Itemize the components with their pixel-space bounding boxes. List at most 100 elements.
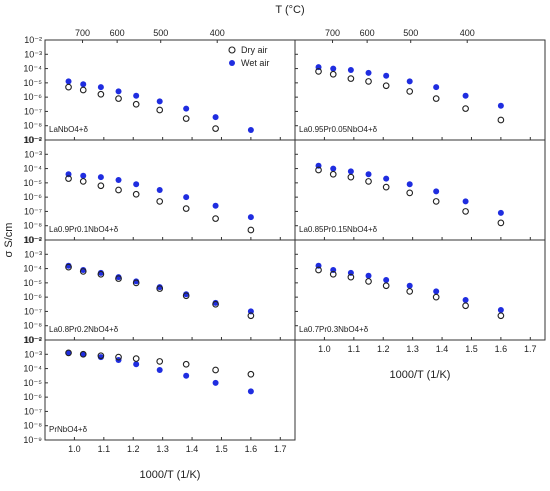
- dry-air-point: [115, 186, 122, 194]
- wet-air-point: [212, 379, 219, 386]
- panel-label: LaNbO4+δ: [49, 125, 88, 134]
- dry-air-point: [347, 273, 355, 281]
- dry-air-point: [132, 190, 140, 198]
- dry-air-point: [182, 360, 190, 368]
- dry-air-point: [247, 226, 255, 234]
- wet-air-point: [156, 98, 163, 105]
- dry-air-point: [97, 90, 105, 98]
- y-axis-tick-label: 10⁻⁴: [23, 264, 42, 274]
- panel-label: PrNbO4+δ: [49, 425, 88, 434]
- panel: La0.95Pr0.05NbO4+δ: [294, 39, 546, 141]
- dry-air-point: [65, 83, 72, 91]
- legend-dry-label: Dry air: [241, 45, 268, 55]
- wet-air-point: [183, 194, 190, 201]
- wet-air-point: [462, 92, 469, 99]
- dry-air-point: [365, 78, 372, 85]
- wet-air-point: [462, 297, 469, 303]
- y-axis-tick-label: 10⁻⁸: [23, 421, 42, 431]
- y-axis-tick-label: 10⁻⁵: [24, 78, 43, 88]
- y-axis-tick-label: 10⁻³: [24, 149, 42, 159]
- x-axis-tick-label: 1.3: [406, 344, 419, 354]
- dry-air-point: [315, 166, 322, 174]
- dry-air-point: [182, 292, 190, 300]
- panel: 10⁻⁹ 10⁻⁸ 10⁻⁷ 10⁻⁶ 10⁻⁵ 10⁻⁴ 10⁻³ 10⁻² La0.8Pr0…: [23, 235, 296, 345]
- dry-air-point: [329, 170, 337, 178]
- panel-label: La0.9Pr0.1NbO4+δ: [49, 225, 119, 234]
- top-axis-tick-label: 400: [210, 28, 225, 38]
- y-axis-tick-label: 10⁻⁷: [24, 106, 42, 116]
- dry-air-point: [212, 125, 219, 132]
- dry-air-point: [156, 106, 164, 114]
- y-axis-tick-label: 10⁻⁹: [23, 235, 42, 245]
- x-axis-tick-label: 1.1: [348, 344, 361, 354]
- wet-air-point: [406, 181, 413, 188]
- x-axis-tick-label: 1.4: [186, 444, 199, 454]
- wet-air-point: [80, 351, 87, 358]
- wet-air-point: [247, 214, 254, 221]
- y-axis-tick-label: 10⁻³: [24, 49, 42, 59]
- wet-air-point: [497, 102, 504, 109]
- dry-air-point: [347, 173, 355, 181]
- wet-air-point: [365, 69, 372, 76]
- x-axis-tick-label: 1.2: [377, 344, 390, 354]
- dry-air-point: [382, 282, 390, 290]
- wet-air-point: [97, 84, 104, 91]
- dry-air-point: [156, 358, 164, 365]
- dry-air-point: [156, 198, 164, 205]
- x-axis-title-left: 1000/T (1/K): [140, 469, 201, 481]
- x-axis-tick-label: 1.4: [436, 344, 449, 354]
- legend: Dry air Wet air: [228, 45, 269, 68]
- wet-air-point: [247, 127, 254, 133]
- y-axis-tick-label: 10⁻⁶: [24, 92, 43, 102]
- panel: La0.85Pr0.15NbO4+δ: [294, 139, 546, 241]
- dry-air-point: [382, 82, 390, 90]
- legend-dry-marker: [228, 46, 236, 54]
- wet-air-point: [383, 175, 390, 182]
- wet-air-point: [406, 282, 413, 289]
- dry-air-point: [315, 266, 322, 274]
- dry-air-point: [462, 105, 469, 112]
- x-axis-title-right: 1000/T (1/K): [390, 369, 451, 381]
- y-axis-tick-label: 10⁻⁹: [23, 435, 42, 445]
- panel-label: La0.95Pr0.05NbO4+δ: [299, 125, 378, 134]
- y-axis-tick-label: 10⁻³: [24, 349, 42, 359]
- x-axis-tick-label: 1.1: [98, 444, 111, 454]
- dry-air-point: [406, 88, 414, 95]
- y-axis-tick-label: 10⁻⁹: [23, 335, 42, 345]
- panels-group: 700 600 500 400 700 600 500 400 10⁻⁹ 10⁻⁸ 10⁻⁷ 10⁻⁶…: [23, 28, 546, 454]
- wet-air-point: [115, 177, 122, 183]
- dry-air-point: [247, 370, 255, 378]
- legend-wet-marker: [229, 60, 235, 66]
- dry-air-point: [212, 215, 219, 222]
- dry-air-point: [497, 116, 505, 124]
- wet-air-point: [433, 188, 440, 195]
- top-axis-tick-label: 700: [325, 28, 340, 38]
- y-axis-tick-label: 10⁻⁶: [24, 292, 43, 302]
- wet-air-point: [156, 367, 163, 373]
- dry-air-point: [65, 175, 72, 182]
- dry-air-point: [347, 75, 355, 82]
- y-axis-tick-label: 10⁻⁵: [24, 178, 43, 188]
- dry-air-point: [462, 302, 469, 310]
- panel-frame: [294, 239, 546, 341]
- wet-air-point: [156, 187, 163, 193]
- x-axis-tick-label: 1.7: [274, 444, 287, 454]
- x-axis-tick-label: 1.6: [245, 444, 258, 454]
- dry-air-point: [132, 355, 140, 362]
- top-axis-tick-label: 400: [460, 28, 475, 38]
- wet-air-point: [80, 172, 87, 179]
- top-axis-tick-label: 500: [403, 28, 418, 38]
- dry-air-point: [329, 270, 337, 278]
- dry-air-point: [65, 349, 72, 357]
- y-axis-tick-label: 10⁻⁵: [24, 378, 43, 388]
- x-axis-tick-label: 1.0: [68, 444, 81, 454]
- dry-air-point: [132, 100, 140, 108]
- dry-air-point: [212, 366, 219, 374]
- wet-air-point: [212, 114, 219, 121]
- top-axis-tick-label: 600: [360, 28, 375, 38]
- wet-air-point: [347, 67, 354, 73]
- wet-air-point: [330, 165, 337, 172]
- wet-air-point: [183, 372, 190, 379]
- dry-air-point: [212, 300, 219, 308]
- dry-air-point: [432, 293, 440, 301]
